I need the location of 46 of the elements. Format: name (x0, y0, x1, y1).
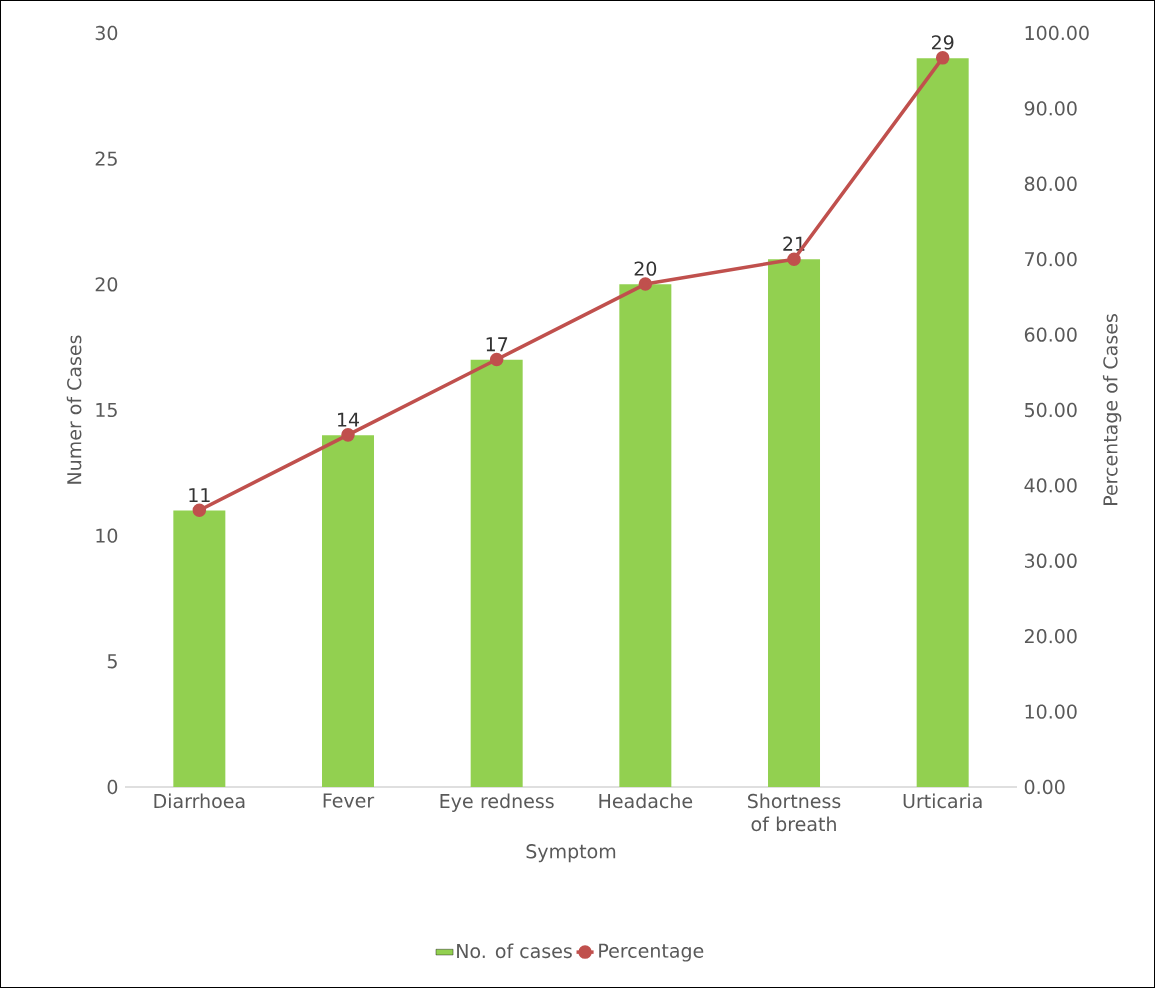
bar (619, 284, 672, 787)
y2-tick-label: 40.00 (1024, 478, 1077, 493)
legend-label: Percentage (599, 943, 704, 962)
y2-axis-title: Percentage of Cases (1102, 314, 1122, 505)
bar (322, 435, 375, 787)
y-tick-label: 0 (107, 779, 118, 795)
y2-tick-label: 60.00 (1024, 327, 1077, 342)
y-tick-label: 25 (95, 151, 117, 166)
y2-tick-label: 80.00 (1024, 176, 1077, 191)
x-tick-label: Shortness of breath (748, 793, 841, 832)
y-tick-label: 20 (95, 277, 118, 292)
x-tick-label: Diarrhoea (154, 793, 245, 809)
bar (768, 259, 821, 787)
x-axis-title: Symptom (526, 844, 616, 863)
y-tick-label: 5 (107, 654, 117, 669)
y2-tick-label: 0.00 (1024, 779, 1065, 795)
y2-tick-label: 10.00 (1025, 704, 1077, 719)
y2-tick-label: 30.00 (1024, 553, 1077, 568)
x-tick-label: Headache (599, 793, 693, 809)
point (192, 503, 207, 518)
x-tick-label: Urticaria (903, 793, 982, 809)
point (787, 252, 801, 266)
y2-tick-label: 90.00 (1024, 101, 1077, 116)
y-tick-label: 10 (96, 528, 118, 543)
data-label: 14 (338, 412, 360, 427)
point (935, 51, 950, 65)
bar (470, 359, 523, 787)
data-label: 20 (634, 261, 657, 276)
x-tick-label: Fever (323, 793, 375, 808)
data-label: 11 (189, 488, 210, 502)
y2-tick-label: 70.00 (1025, 252, 1077, 267)
point (341, 428, 355, 442)
point (489, 352, 504, 367)
x-tick-label: Eye redness (440, 793, 554, 812)
point (638, 277, 653, 291)
y-axis-title: Numer of Cases (66, 335, 82, 484)
y2-tick-label: 20.00 (1024, 629, 1077, 644)
legend-label: No. of cases (457, 943, 572, 959)
y-tick-label: 30 (95, 25, 118, 41)
data-label: 17 (486, 337, 508, 352)
y2-tick-label: 100.00 (1025, 25, 1089, 41)
data-label: 29 (931, 35, 954, 50)
bar (916, 58, 969, 787)
y-tick-label: 15 (96, 402, 117, 418)
y2-tick-label: 50.00 (1025, 402, 1077, 418)
bar (173, 510, 226, 787)
